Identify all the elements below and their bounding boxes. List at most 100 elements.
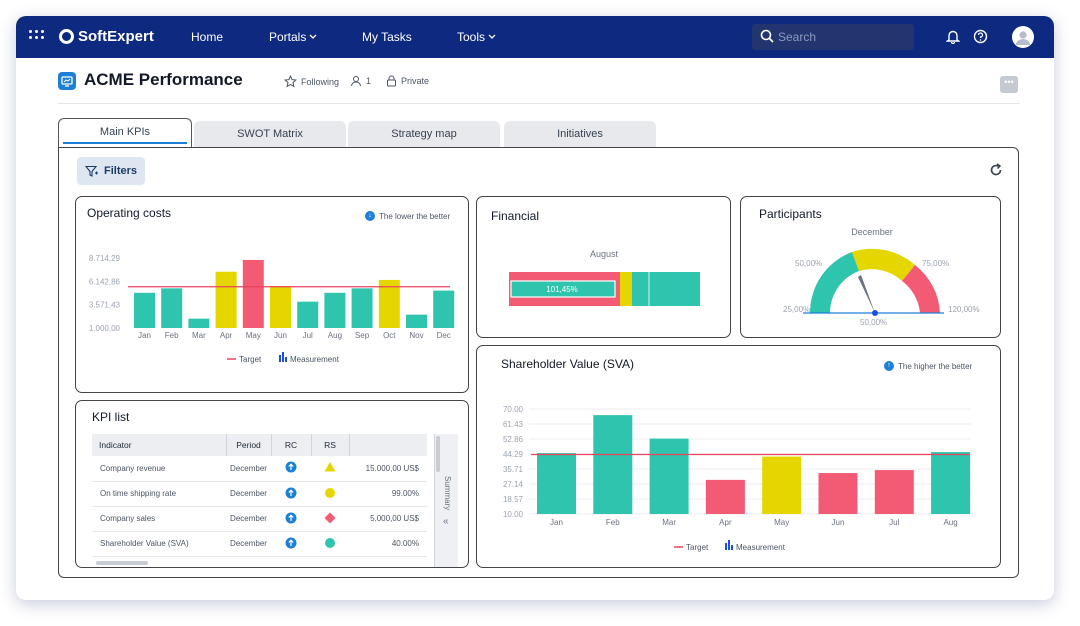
financial-value-bar bbox=[510, 280, 616, 298]
bar-jun[interactable] bbox=[818, 473, 858, 514]
members-count[interactable]: 1 bbox=[350, 75, 371, 87]
nav-tools[interactable]: Tools bbox=[457, 30, 496, 44]
bar-jan[interactable] bbox=[537, 453, 576, 514]
bar-jul[interactable] bbox=[297, 301, 319, 328]
gauge-label-50: 50,00% bbox=[795, 259, 822, 268]
chevron-down-icon bbox=[488, 34, 496, 39]
indicator-cell[interactable]: Shareholder Value (SVA) bbox=[92, 531, 226, 557]
nav-home[interactable]: Home bbox=[191, 30, 223, 44]
nav-portals[interactable]: Portals bbox=[269, 30, 317, 44]
bar-mar[interactable] bbox=[649, 438, 689, 514]
tab-initiatives[interactable]: Initiatives bbox=[504, 121, 656, 147]
y-tick-label: 61.43 bbox=[503, 420, 524, 429]
help-icon[interactable] bbox=[973, 29, 988, 44]
legend-measurement: Measurement bbox=[290, 355, 340, 364]
bar-apr[interactable] bbox=[215, 271, 237, 328]
y-tick-label: 6.142,86 bbox=[89, 277, 121, 286]
x-tick-label: Mar bbox=[192, 331, 206, 340]
period-cell: December bbox=[226, 531, 271, 557]
table-row[interactable]: On time shipping rate December 99.00% bbox=[92, 481, 427, 507]
financial-band-teal bbox=[632, 272, 700, 306]
x-tick-label: Feb bbox=[165, 331, 179, 340]
participants-gauge: December 25,00% 50,00% 50,00% 75,00% 120… bbox=[783, 227, 980, 327]
y-tick-label: 8.714,29 bbox=[89, 254, 121, 263]
value-cell: 99.00% bbox=[349, 481, 427, 507]
rc-cell bbox=[271, 506, 311, 532]
tab-swot-matrix-label: SWOT Matrix bbox=[237, 128, 303, 140]
bell-icon[interactable] bbox=[946, 29, 960, 44]
search-input[interactable] bbox=[778, 29, 906, 45]
table-row[interactable]: Shareholder Value (SVA) December 40.00% bbox=[92, 531, 427, 557]
period-cell: December bbox=[226, 456, 271, 482]
indicator-cell[interactable]: Company revenue bbox=[92, 456, 226, 482]
collapse-icon[interactable]: « bbox=[443, 516, 449, 527]
members-count-label: 1 bbox=[366, 76, 372, 86]
bar-feb[interactable] bbox=[593, 415, 633, 514]
apps-grid-icon[interactable] bbox=[29, 30, 45, 44]
brand-logo[interactable]: SoftExpert bbox=[59, 28, 154, 45]
user-avatar-icon bbox=[1016, 31, 1030, 45]
refresh-icon[interactable] bbox=[989, 163, 1003, 177]
filters-label: Filters bbox=[103, 165, 137, 177]
bar-feb[interactable] bbox=[161, 288, 183, 328]
nav-my-tasks-label: My Tasks bbox=[362, 30, 412, 44]
tab-strategy-map[interactable]: Strategy map bbox=[348, 121, 500, 147]
horizontal-scrollbar[interactable] bbox=[96, 561, 148, 565]
col-period[interactable]: Period bbox=[226, 434, 272, 456]
value-cell: 5.000,00 US$ bbox=[349, 506, 427, 532]
rs-cell bbox=[311, 506, 349, 532]
following-toggle[interactable]: Following bbox=[284, 75, 339, 88]
summary-panel[interactable]: Summary « bbox=[434, 434, 458, 567]
table-row[interactable]: Company sales December 5.000,00 US$ bbox=[92, 506, 427, 532]
bar-aug[interactable] bbox=[931, 452, 971, 514]
page-header: ACME Performance Following 1 Private ••• bbox=[58, 70, 1020, 104]
operating-costs-chart: 8.714,29 6.142,86 3.571,43 1.000,00 Jan Feb M… bbox=[89, 254, 455, 364]
participants-title: Participants bbox=[759, 207, 822, 221]
col-indicator[interactable]: Indicator bbox=[92, 434, 227, 456]
bar-oct[interactable] bbox=[378, 279, 400, 328]
top-navbar: SoftExpert Home Portals My Tasks Tools bbox=[16, 16, 1054, 58]
search-box[interactable] bbox=[752, 24, 914, 50]
x-tick-label: Jun bbox=[274, 331, 287, 340]
x-tick-label: Nov bbox=[409, 331, 423, 340]
x-tick-label: May bbox=[774, 518, 789, 527]
app-window: SoftExpert Home Portals My Tasks Tools A… bbox=[16, 16, 1054, 600]
bar-sep[interactable] bbox=[351, 288, 373, 328]
bar-may[interactable] bbox=[762, 456, 802, 514]
bar-jun[interactable] bbox=[270, 286, 291, 328]
bar-mar[interactable] bbox=[188, 318, 210, 328]
operating-costs-legend: Target Measurement bbox=[227, 352, 340, 364]
kpi-list-card: KPI list Indicator Period RC RS Company … bbox=[75, 400, 469, 568]
user-icon bbox=[351, 76, 361, 87]
bar-apr[interactable] bbox=[705, 479, 745, 514]
kpi-list-title: KPI list bbox=[92, 410, 130, 424]
indicator-cell[interactable]: Company sales bbox=[92, 506, 226, 532]
operating-costs-hint: ↓ The lower the better bbox=[365, 211, 450, 221]
bar-aug[interactable] bbox=[324, 292, 346, 328]
col-rc[interactable]: RC bbox=[271, 434, 312, 456]
tab-swot-matrix[interactable]: SWOT Matrix bbox=[194, 121, 346, 147]
nav-tools-label: Tools bbox=[457, 30, 486, 44]
period-cell: December bbox=[226, 506, 271, 532]
table-row[interactable]: Company revenue December 15.000,00 US$ bbox=[92, 456, 427, 482]
legend-target: Target bbox=[239, 355, 262, 364]
x-tick-label: Aug bbox=[328, 331, 342, 340]
bar-jan[interactable] bbox=[134, 292, 155, 328]
bar-may[interactable] bbox=[242, 259, 264, 328]
search-icon bbox=[760, 29, 774, 43]
bar-dec[interactable] bbox=[433, 290, 455, 328]
tab-main-kpis[interactable]: Main KPIs bbox=[58, 118, 192, 148]
bar-jul[interactable] bbox=[874, 470, 914, 514]
vertical-scrollbar[interactable] bbox=[436, 436, 440, 472]
tab-initiatives-label: Initiatives bbox=[557, 128, 603, 140]
more-options-button[interactable]: ••• bbox=[1000, 76, 1018, 93]
sva-card: Shareholder Value (SVA) ↑ The higher the… bbox=[476, 345, 1001, 568]
bar-nov[interactable] bbox=[406, 314, 427, 328]
indicator-cell[interactable]: On time shipping rate bbox=[92, 481, 226, 507]
col-rs[interactable]: RS bbox=[311, 434, 350, 456]
nav-my-tasks[interactable]: My Tasks bbox=[362, 30, 412, 44]
user-avatar[interactable] bbox=[1012, 26, 1034, 48]
privacy-label: Private bbox=[401, 76, 430, 86]
filters-button[interactable]: Filters bbox=[77, 157, 145, 185]
rs-cell bbox=[311, 456, 349, 482]
